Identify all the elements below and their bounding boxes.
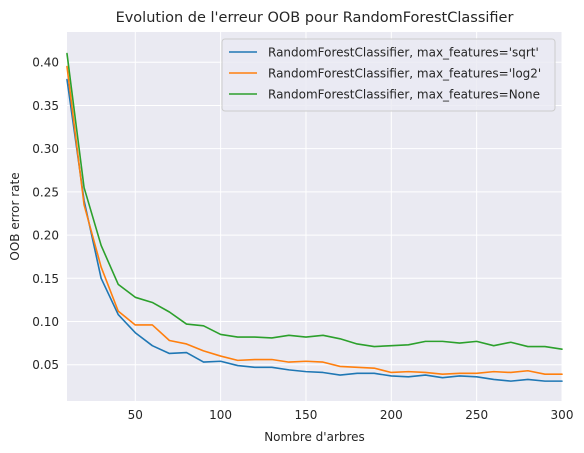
legend-label-1: RandomForestClassifier, max_features='lo… — [268, 67, 541, 81]
x-tick-label: 50 — [128, 408, 143, 422]
x-tick-labels: 50 100 150 200 250 300 — [128, 408, 574, 422]
chart-title: Evolution de l'erreur OOB pour RandomFor… — [116, 10, 514, 26]
y-tick-label: 0.20 — [32, 229, 59, 243]
y-tick-label: 0.35 — [32, 99, 59, 113]
legend-label-0: RandomForestClassifier, max_features='sq… — [268, 46, 539, 60]
x-axis-label: Nombre d'arbres — [264, 430, 365, 444]
series-lines — [66, 52, 563, 382]
x-tick-label: 100 — [209, 408, 232, 422]
y-tick-label: 0.25 — [32, 185, 59, 199]
x-tick-label: 300 — [551, 408, 574, 422]
series-line-0 — [66, 78, 563, 382]
series-line-1 — [66, 65, 563, 376]
x-tick-label: 250 — [465, 408, 488, 422]
y-tick-labels: 0.05 0.10 0.15 0.20 0.25 0.30 0.35 0.40 — [32, 56, 59, 372]
legend-box — [221, 38, 556, 112]
legend: RandomForestClassifier, max_features='sq… — [221, 38, 556, 112]
x-tick-label: 150 — [295, 408, 318, 422]
series-line-2 — [66, 52, 563, 350]
y-tick-label: 0.10 — [32, 315, 59, 329]
y-tick-label: 0.40 — [32, 56, 59, 70]
legend-label-2: RandomForestClassifier, max_features=Non… — [268, 88, 540, 102]
x-tick-label: 200 — [380, 408, 403, 422]
y-tick-label: 0.15 — [32, 272, 59, 286]
y-tick-label: 0.30 — [32, 142, 59, 156]
y-tick-label: 0.05 — [32, 358, 59, 372]
y-axis-label: OOB error rate — [8, 172, 22, 260]
